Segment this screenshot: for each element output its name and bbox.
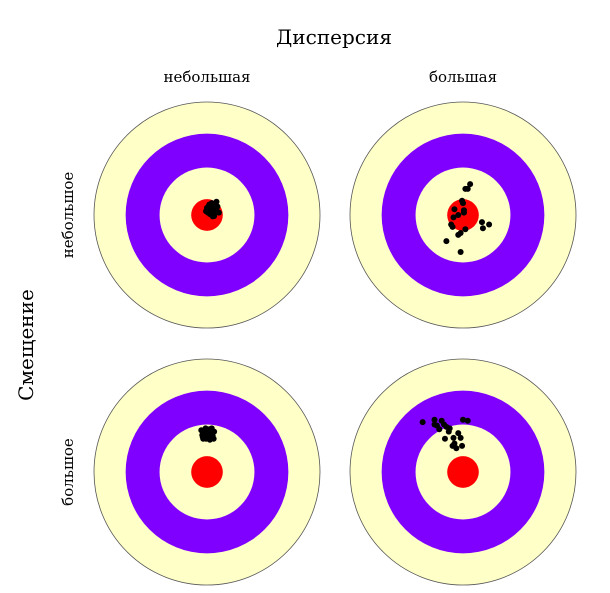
shot-dot [441,435,448,442]
shot-dot [464,417,471,424]
shot-dot [462,185,469,192]
shot-dot [419,419,426,426]
shot-dot [478,219,485,226]
shot-dot [213,198,220,205]
row-label-low: небольшое [59,172,77,259]
row-label-high: большое [59,438,77,506]
shot-dot [450,434,457,441]
shot-dot [455,231,462,238]
target-low-variance-low-bias [93,101,321,329]
shot-dot [453,445,460,452]
shot-dot [205,431,212,438]
target-high-variance-high-bias [349,358,577,586]
bullseye [447,456,479,488]
shot-dot [446,425,453,432]
shot-dot [455,212,462,218]
row-axis-title: Смещение [14,289,38,401]
shot-dot [486,221,493,228]
shot-dot [215,209,222,216]
column-axis-title: Дисперсия [276,25,392,49]
column-label-low: небольшая [164,68,251,86]
shot-dot [455,430,462,437]
shot-dot [443,238,450,245]
shot-dot [459,197,466,204]
shot-dot [457,249,464,256]
shot-dot [431,416,438,423]
shot-dot [457,434,464,441]
shot-dot [208,425,215,432]
shot-dot [462,226,469,233]
bullseye [191,456,223,488]
shot-dot [204,427,210,434]
target-low-variance-high-bias [93,358,321,586]
shot-dot [450,214,457,221]
shot-dot [205,203,212,210]
shot-dot [431,421,438,428]
shot-dot [209,213,216,220]
target-high-variance-low-bias [349,101,577,329]
shot-dot [436,426,443,433]
shot-dot [451,206,458,213]
shot-dot [460,416,466,423]
shot-dot [479,225,486,232]
column-label-high: большая [429,68,497,86]
shot-dot [448,221,455,228]
shot-dot [467,181,474,188]
shot-dot [460,207,467,214]
shot-dot [459,442,466,449]
shot-dot [199,433,206,440]
shot-dot [210,435,217,442]
